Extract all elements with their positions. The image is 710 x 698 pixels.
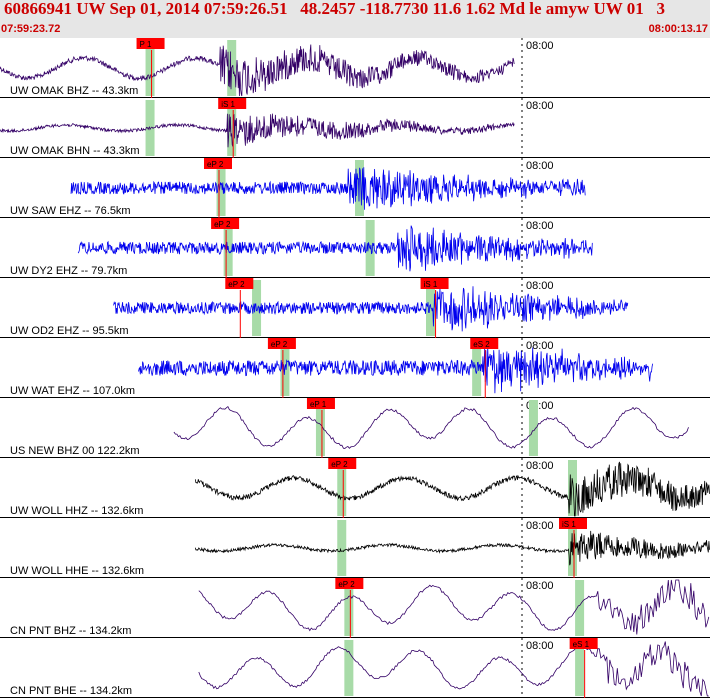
p-pick-label: eP 2: [207, 160, 224, 169]
p-pick-label: eP 2: [228, 280, 245, 289]
pick-window: [575, 640, 585, 696]
waveform-trace: [194, 530, 710, 566]
minute-label: 08:00: [526, 160, 554, 172]
minute-label: 08:00: [526, 340, 554, 352]
s-pick-label: iS 1: [424, 280, 438, 289]
station-label: US NEW BHZ 00 122.2km: [10, 445, 140, 457]
minute-label: 08:00: [526, 640, 554, 652]
p-pick-box: [136, 38, 165, 49]
s-pick-box: [420, 278, 449, 289]
seismogram-panel: 08:00 P 1 UW OMAK BHZ -- 43.3km 08:00 iS 1 UW…: [0, 38, 710, 698]
p-pick-label: eP 2: [331, 460, 348, 469]
pick-window: [472, 340, 482, 396]
pick-window: [145, 40, 155, 96]
p-pick-label: iS 1: [562, 520, 576, 529]
p-pick-box: [218, 98, 247, 109]
p-pick-box: [267, 338, 296, 349]
p-pick-box: [211, 218, 240, 229]
waveform-trace: [173, 405, 689, 449]
waveform-trace: [138, 344, 654, 394]
pick-window: [568, 460, 577, 516]
waveform-trace: [198, 641, 709, 697]
minute-label: 08:00: [526, 580, 554, 592]
minute-label: 08:00: [526, 220, 554, 232]
waveform-trace: [113, 286, 629, 332]
p-pick-box: [225, 278, 254, 289]
minute-label: 08:00: [526, 280, 554, 292]
station-label: CN PNT BHE -- 134.2km: [10, 685, 132, 697]
pick-window: [337, 460, 347, 516]
p-pick-box: [328, 458, 357, 469]
p-pick-box: [569, 638, 598, 649]
pick-window: [344, 580, 354, 636]
minute-label: 08:00: [526, 40, 554, 52]
waveform-trace: [198, 579, 710, 635]
pick-window: [216, 160, 226, 216]
minute-label: 08:00: [526, 520, 554, 532]
p-pick-label: eP 2: [214, 220, 231, 229]
station-label: UW SAW EHZ -- 76.5km: [10, 205, 131, 217]
window-start-time: 07:59:23.72: [1, 23, 61, 35]
minute-label: 08:00: [526, 460, 554, 472]
pick-window: [227, 100, 237, 156]
p-pick-box: [306, 398, 335, 409]
p-pick-box: [335, 578, 364, 589]
p-pick-label: iS 1: [221, 100, 235, 109]
station-label: UW WAT EHZ -- 107.0km: [10, 385, 135, 397]
pick-window: [344, 640, 354, 696]
station-label: UW DY2 EHZ -- 79.7km: [10, 265, 127, 277]
station-label: UW WOLL HHE -- 132.6km: [10, 565, 144, 577]
pick-window: [528, 400, 538, 456]
minute-label: 08:00: [526, 100, 554, 112]
s-pick-label: eS 2: [473, 340, 490, 349]
station-label: UW OD2 EHZ -- 95.5km: [10, 325, 129, 337]
waveform-trace: [70, 167, 586, 210]
station-label: CN PNT BHZ -- 134.2km: [10, 625, 131, 637]
waveform-trace: [0, 113, 515, 148]
p-pick-label: eS 1: [573, 640, 590, 649]
station-label: UW WOLL HHZ -- 132.6km: [10, 505, 143, 517]
station-label: UW OMAK BHZ -- 43.3km: [10, 85, 138, 97]
p-pick-box: [204, 158, 232, 169]
p-pick-box: [559, 518, 587, 529]
p-pick-label: eP 1: [310, 400, 327, 409]
waveform-trace: [194, 461, 710, 517]
pick-window: [337, 520, 347, 576]
p-pick-label: eP 2: [271, 340, 288, 349]
p-pick-label: eP 2: [338, 580, 355, 589]
waveform-trace: [77, 225, 593, 272]
pick-window: [426, 280, 435, 336]
window-end-time: 08:00:13.17: [648, 23, 708, 35]
s-pick-box: [470, 338, 499, 349]
p-pick-label: P 1: [140, 40, 152, 49]
event-title: 60866941 UW Sep 01, 2014 07:59:26.51 48.…: [4, 0, 665, 18]
station-label: UW OMAK BHN -- 43.3km: [10, 145, 140, 157]
waveform-trace: [0, 44, 515, 97]
pick-window: [315, 400, 325, 456]
event-header: 60866941 UW Sep 01, 2014 07:59:26.51 48.…: [0, 0, 710, 38]
pick-window: [575, 580, 585, 636]
